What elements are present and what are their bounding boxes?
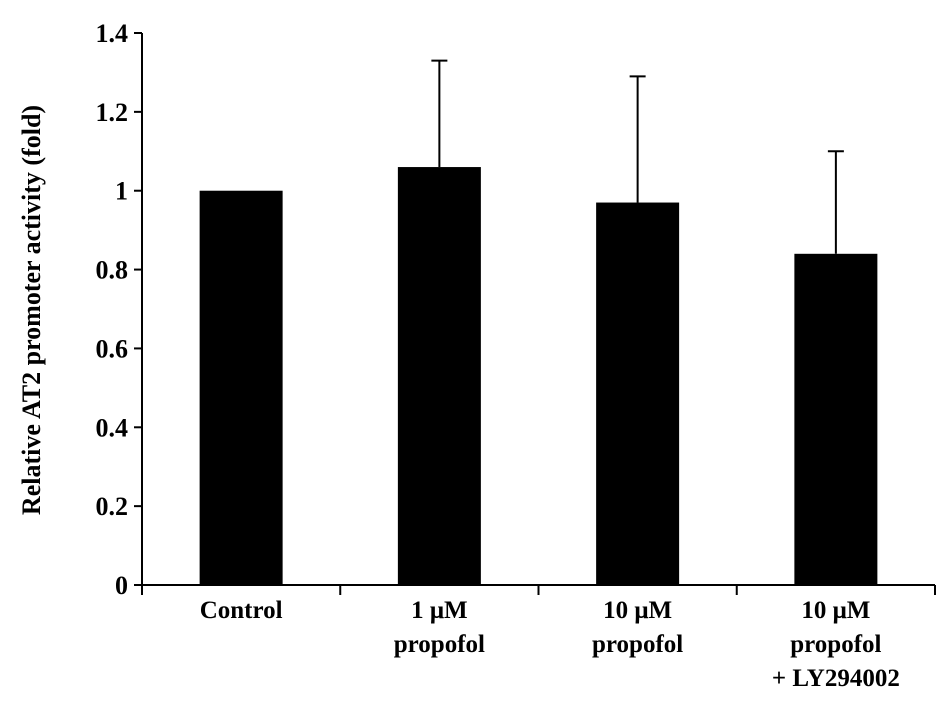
x-category-label: propofol — [394, 631, 485, 658]
x-category-label: 10 μM — [801, 597, 870, 624]
y-tick-labels: 0 0.2 0.4 0.6 0.8 1 1.2 1.4 — [96, 19, 129, 600]
y-tick-label: 0 — [115, 571, 128, 600]
bar — [199, 190, 283, 585]
bar — [794, 253, 878, 586]
x-category-label: Control — [200, 597, 283, 624]
x-category-label: 10 μM — [603, 597, 672, 624]
y-tick-label: 1 — [115, 177, 128, 206]
x-category-label: propofol — [592, 631, 683, 658]
y-tick-label: 0.4 — [96, 413, 129, 442]
y-tick-label: 0.6 — [96, 334, 129, 363]
error-bars — [431, 59, 844, 254]
y-tick-label: 0.8 — [96, 256, 129, 285]
x-category-labels: Control 1 μM propofol 10 μM propofol 10 μM pro… — [200, 597, 900, 692]
y-tick-label: 1.2 — [96, 98, 129, 127]
y-axis-title: Relative AT2 promoter activity (fold) — [17, 105, 46, 515]
bar — [596, 202, 680, 586]
x-category-label: + LY294002 — [772, 665, 900, 692]
y-tick-label: 0.2 — [96, 492, 129, 521]
x-category-label: propofol — [790, 631, 881, 658]
bar — [397, 167, 481, 586]
y-tick-label: 1.4 — [96, 19, 129, 48]
bars — [199, 167, 878, 586]
x-category-label: 1 μM — [411, 597, 468, 624]
